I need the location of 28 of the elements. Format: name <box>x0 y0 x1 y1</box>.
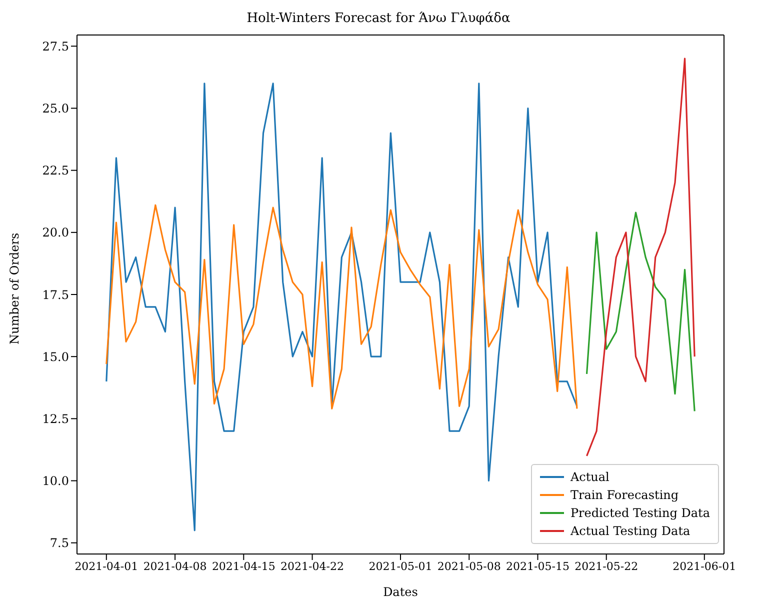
legend-label: Predicted Testing Data <box>570 506 710 520</box>
x-tick-label: 2021-06-01 <box>672 560 736 573</box>
legend-label: Actual Testing Data <box>570 524 690 538</box>
x-tick-label: 2021-05-01 <box>368 560 432 573</box>
x-tick-label: 2021-04-22 <box>280 560 344 573</box>
x-tick-label: 2021-04-08 <box>143 560 207 573</box>
x-axis-title: Dates <box>383 585 418 599</box>
x-tick-label: 2021-05-15 <box>506 560 570 573</box>
y-tick-label: 17.5 <box>42 288 69 302</box>
line-series <box>586 58 696 457</box>
x-tick-label: 2021-05-08 <box>437 560 501 573</box>
y-tick-label: 22.5 <box>42 164 69 178</box>
y-tick-label: 7.5 <box>50 536 69 550</box>
y-tick-label: 10.0 <box>42 474 69 488</box>
line-series <box>586 212 696 412</box>
y-tick-label: 15.0 <box>42 350 69 364</box>
y-tick-label: 25.0 <box>42 102 69 116</box>
x-tick-label: 2021-04-15 <box>212 560 276 573</box>
line-series <box>106 204 578 410</box>
y-tick-label: 12.5 <box>42 412 69 426</box>
legend-label: Actual <box>570 470 610 484</box>
chart-title: Holt-Winters Forecast for Άνω Γλυφάδα <box>246 10 512 28</box>
y-tick-label: 20.0 <box>42 226 69 240</box>
x-tick-label: 2021-05-22 <box>574 560 638 573</box>
legend-label: Train Forecasting <box>570 488 679 502</box>
y-tick-label: 27.5 <box>42 39 69 54</box>
x-tick-label: 2021-04-01 <box>74 560 138 573</box>
y-axis-title: Number of Orders <box>7 232 22 344</box>
